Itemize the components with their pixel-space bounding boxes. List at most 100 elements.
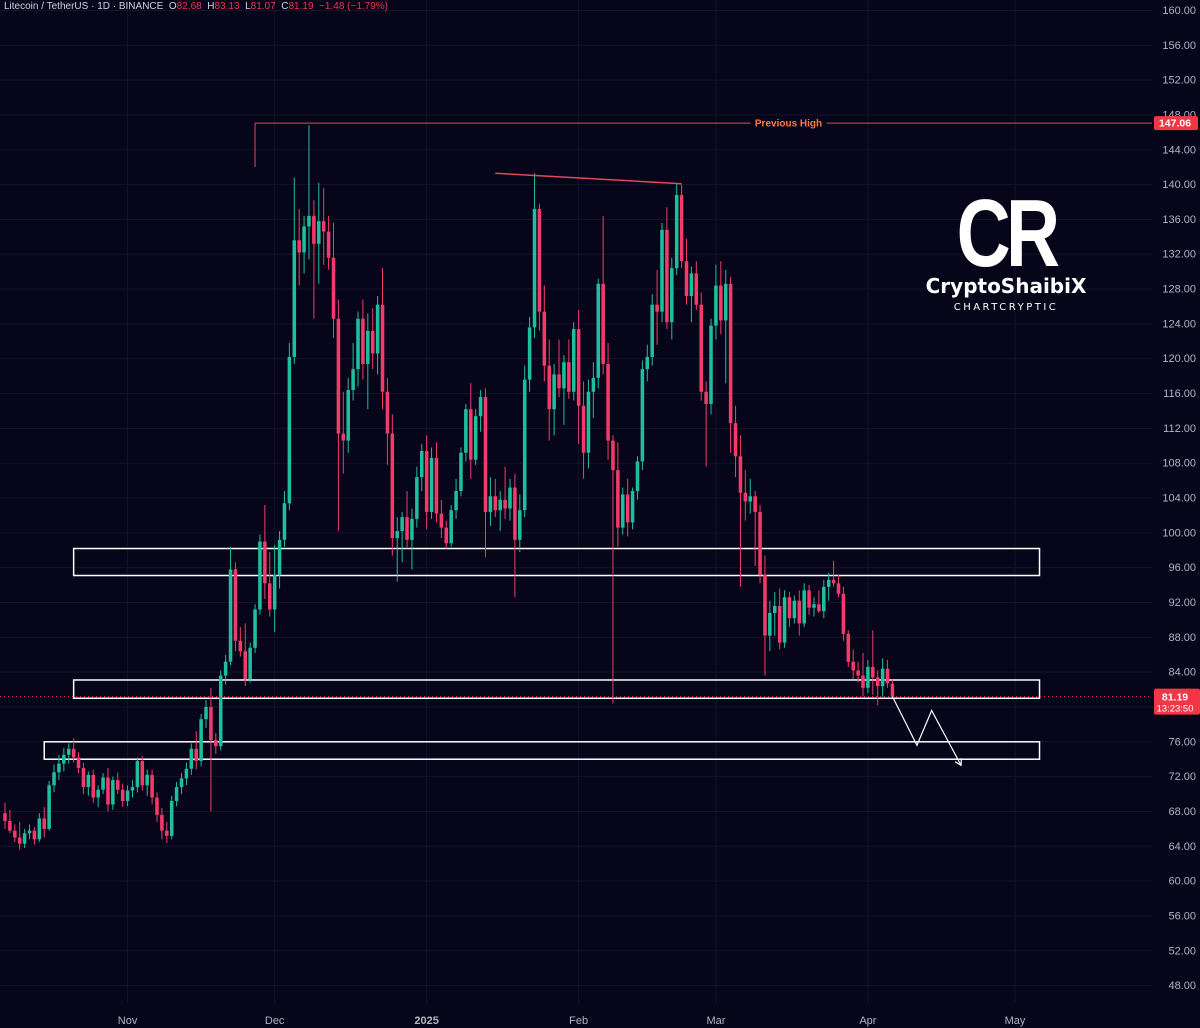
- candle-body: [370, 330, 375, 354]
- time-axis-label: 2025: [414, 1015, 438, 1027]
- candle-body: [473, 416, 478, 460]
- candle-body: [625, 494, 630, 523]
- candle-body: [797, 600, 802, 624]
- candle-body: [581, 405, 586, 453]
- candle-body: [817, 604, 821, 612]
- price-axis-label: 68.00: [1168, 806, 1196, 818]
- candle-body: [841, 593, 846, 634]
- candle-body: [513, 487, 517, 540]
- candle-body: [233, 569, 238, 641]
- candle-body: [169, 801, 174, 836]
- time-axis-label: Dec: [265, 1015, 285, 1027]
- candle-body: [836, 583, 841, 594]
- last-price-text: 81.19: [1162, 692, 1188, 704]
- candle-body: [307, 215, 311, 227]
- candle-body: [130, 787, 135, 791]
- candle-body: [317, 221, 321, 244]
- price-axis-label: 128.00: [1162, 284, 1196, 296]
- candle-body: [606, 363, 610, 441]
- candle-body: [228, 569, 233, 662]
- candle-body: [3, 813, 7, 822]
- candle-body: [483, 397, 488, 512]
- candle-body: [890, 683, 895, 697]
- candle-body: [22, 833, 27, 844]
- candle-body: [518, 510, 522, 540]
- time-axis-label: May: [1005, 1015, 1026, 1027]
- candle-body: [571, 329, 576, 392]
- price-axis-label: 104.00: [1162, 493, 1196, 505]
- candlestick-series: [3, 125, 895, 850]
- candle-body: [768, 612, 772, 636]
- chart-drawings: Previous High: [0, 116, 1152, 767]
- candle-body: [101, 777, 105, 790]
- low-value: 81.07: [250, 1, 276, 12]
- candle-body: [405, 517, 409, 540]
- candle-body: [263, 541, 267, 584]
- candle-body: [76, 757, 81, 768]
- candle-body: [214, 740, 218, 747]
- candle-body: [459, 452, 463, 492]
- candle-body: [390, 433, 395, 539]
- candle-body: [488, 496, 493, 512]
- projection-arrow-path: [891, 696, 962, 766]
- candle-body: [243, 651, 248, 680]
- time-axis-label: Mar: [706, 1015, 725, 1027]
- support-zones: [43, 547, 1041, 760]
- candle-body: [645, 356, 650, 370]
- candle-body: [748, 496, 753, 502]
- candle-body: [699, 304, 703, 392]
- price-axis-label: 72.00: [1168, 771, 1196, 783]
- candle-body: [684, 261, 689, 297]
- candle-body: [37, 818, 42, 840]
- candle-body: [709, 325, 713, 404]
- symbol-ohlc-legend: Litecoin / TetherUS · 1D · BINANCE O82.6…: [4, 0, 388, 14]
- candle-body: [209, 706, 213, 741]
- candle-body: [454, 491, 458, 511]
- candle-body: [601, 283, 605, 364]
- candle-body: [782, 597, 787, 643]
- candle-body: [160, 814, 164, 831]
- candle-body: [503, 499, 507, 509]
- candle-body: [336, 318, 341, 434]
- price-axis-label: 88.00: [1168, 632, 1196, 644]
- zone-rectangle: [72, 679, 1041, 700]
- candle-body: [145, 774, 149, 786]
- price-axis[interactable]: 48.00 52.00 56.00 60.00 64.00 68.00 72.00 76.00…: [1152, 0, 1200, 1028]
- high-value: 83.13: [214, 1, 240, 12]
- candle-body: [62, 754, 66, 764]
- candle-body: [469, 409, 473, 460]
- candle-body: [787, 597, 792, 619]
- candle-body: [493, 496, 498, 511]
- candle-body: [527, 327, 532, 380]
- candle-body: [32, 830, 37, 840]
- candle-body: [204, 706, 208, 720]
- candle-body: [444, 527, 449, 544]
- candle-body: [807, 590, 811, 608]
- candle-body: [679, 195, 684, 262]
- candle-body: [8, 821, 12, 831]
- candle-body: [660, 229, 664, 312]
- candle-body: [439, 513, 444, 528]
- candle-body: [165, 830, 169, 836]
- candle-body: [596, 283, 601, 378]
- price-axis-label: 92.00: [1168, 597, 1196, 609]
- price-axis-label: 152.00: [1162, 75, 1196, 87]
- candle-body: [576, 329, 581, 406]
- symbol-title[interactable]: Litecoin / TetherUS · 1D · BINANCE: [4, 1, 164, 12]
- countdown-text: 13:23:50: [1157, 704, 1194, 715]
- candle-body: [846, 633, 851, 662]
- candle-body: [140, 760, 145, 786]
- candle-body: [287, 356, 292, 504]
- time-axis[interactable]: Nov Dec 2025 Feb Mar Apr May: [0, 1003, 1200, 1028]
- candle-body: [640, 369, 645, 462]
- candle-body: [106, 777, 110, 805]
- candle-body: [714, 285, 718, 326]
- price-axis-label: 108.00: [1162, 458, 1196, 470]
- candle-body: [591, 377, 596, 392]
- candle-body: [346, 390, 350, 441]
- open-label: O: [168, 1, 177, 12]
- high-label: H: [207, 1, 215, 12]
- candle-body: [331, 257, 336, 319]
- time-axis-bg: [0, 1003, 1200, 1028]
